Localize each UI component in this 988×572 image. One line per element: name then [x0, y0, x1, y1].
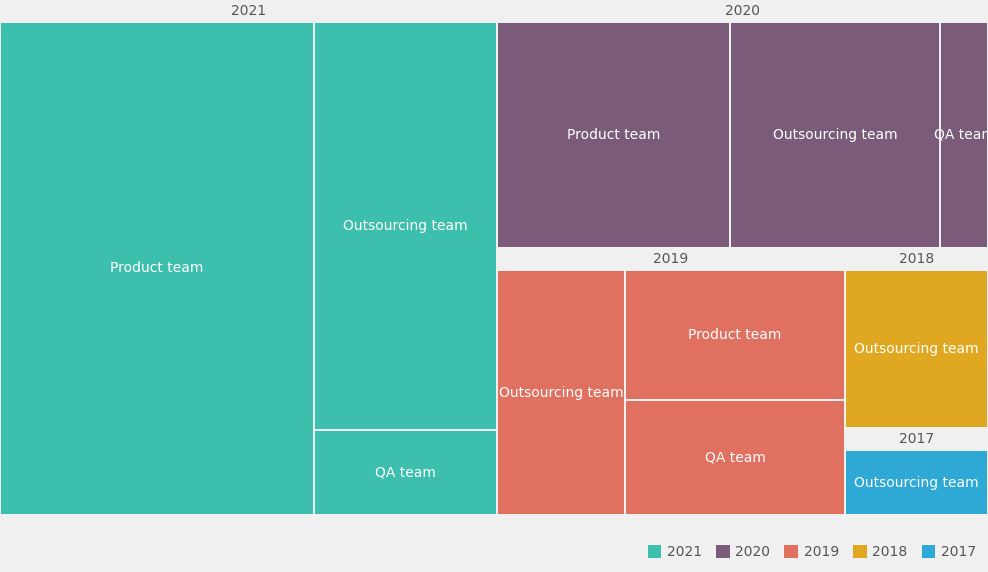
Text: QA team: QA team [704, 451, 766, 464]
Text: 2020: 2020 [725, 4, 760, 18]
Bar [845, 428, 988, 450]
Bar [0, 537, 988, 572]
Text: Outsourcing team: Outsourcing team [855, 342, 979, 356]
Bar [626, 271, 844, 399]
Bar [941, 23, 987, 247]
Bar [497, 248, 845, 270]
Text: QA team: QA team [375, 466, 436, 479]
Bar [846, 271, 987, 427]
Text: 2019: 2019 [653, 252, 689, 266]
Text: Product team: Product team [111, 261, 204, 276]
Text: QA team: QA team [934, 128, 988, 142]
Text: Outsourcing team: Outsourcing team [499, 386, 623, 399]
Bar [315, 23, 496, 429]
Text: Product team: Product team [567, 128, 660, 142]
Text: 2018: 2018 [899, 252, 934, 266]
Text: 2021: 2021 [231, 4, 266, 18]
Bar [731, 23, 939, 247]
Bar [498, 271, 624, 514]
Text: 2017: 2017 [899, 432, 934, 446]
Bar [497, 0, 988, 22]
Bar [626, 401, 844, 514]
Bar [498, 23, 729, 247]
Text: Outsourcing team: Outsourcing team [855, 475, 979, 490]
Bar [315, 431, 496, 514]
Text: Outsourcing team: Outsourcing team [773, 128, 897, 142]
Bar [0, 0, 497, 22]
Text: Outsourcing team: Outsourcing team [343, 219, 467, 233]
Bar [846, 451, 987, 514]
Bar [845, 248, 988, 270]
Bar [1, 23, 313, 514]
Text: Product team: Product team [689, 328, 782, 342]
Legend: 2021, 2020, 2019, 2018, 2017: 2021, 2020, 2019, 2018, 2017 [647, 545, 976, 559]
